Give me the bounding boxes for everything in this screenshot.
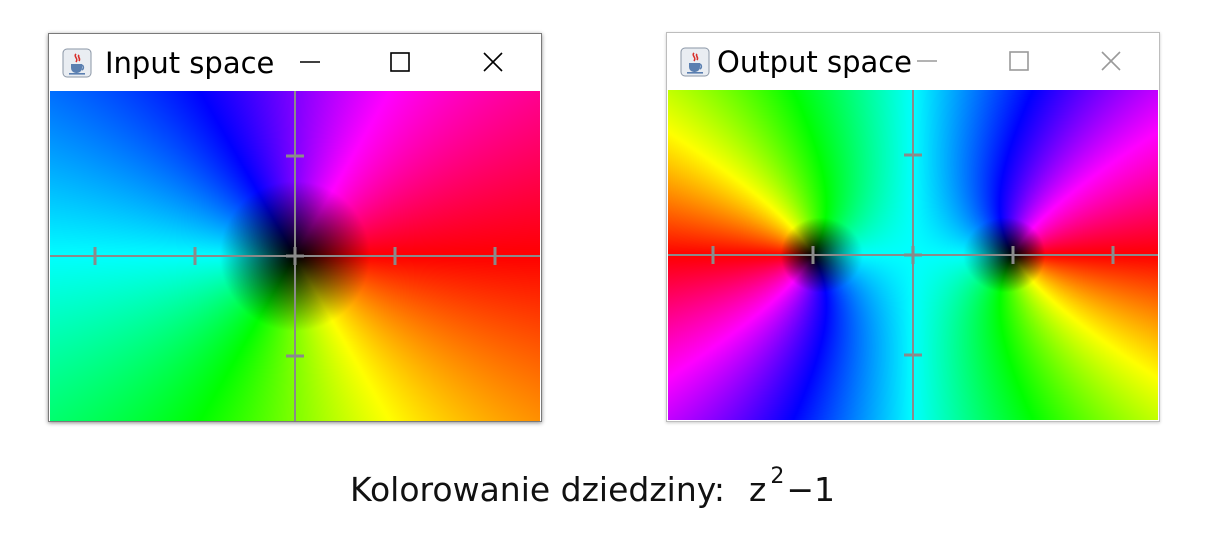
input-domain-plot[interactable] xyxy=(50,91,540,421)
close-icon xyxy=(1101,51,1121,71)
maximize-icon xyxy=(1009,51,1029,71)
input-space-window[interactable]: Input space xyxy=(48,33,542,422)
formula-exponent: 2 xyxy=(770,464,785,489)
input-window-titlebar[interactable]: Input space xyxy=(49,34,541,90)
close-button[interactable] xyxy=(1091,43,1131,79)
maximize-icon xyxy=(390,52,410,72)
output-domain-plot[interactable] xyxy=(668,90,1158,420)
window-title: Output space xyxy=(717,45,913,79)
close-button[interactable] xyxy=(473,44,513,80)
close-icon xyxy=(483,52,503,72)
java-cup-icon xyxy=(62,48,92,78)
maximize-button[interactable] xyxy=(999,43,1039,79)
formula-base: z xyxy=(749,470,767,509)
window-title: Input space xyxy=(105,46,275,80)
minimize-icon xyxy=(300,61,320,63)
plot-axes xyxy=(50,91,540,421)
java-cup-icon xyxy=(680,47,710,77)
minimize-button[interactable] xyxy=(290,44,330,80)
plot-axes xyxy=(668,90,1158,420)
minimize-icon xyxy=(917,60,937,62)
maximize-button[interactable] xyxy=(380,44,420,80)
formula-rest: −1 xyxy=(786,470,835,509)
caption-label: Kolorowanie dziedziny: xyxy=(350,470,726,509)
minimize-button[interactable] xyxy=(907,43,947,79)
caption-formula: z 2−1 xyxy=(749,464,835,509)
output-space-window[interactable]: Output space xyxy=(666,32,1160,422)
output-window-titlebar[interactable]: Output space xyxy=(667,33,1159,89)
